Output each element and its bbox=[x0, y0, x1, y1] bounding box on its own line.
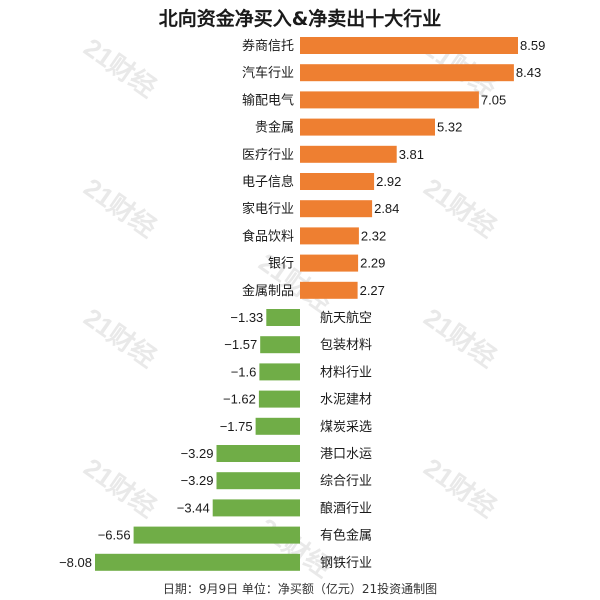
category-label: 综合行业 bbox=[320, 474, 372, 489]
value-label: 5.32 bbox=[437, 120, 462, 135]
category-label: 贵金属 bbox=[255, 120, 294, 136]
category-label: 医疗行业 bbox=[242, 148, 294, 163]
value-label: 2.32 bbox=[361, 228, 386, 243]
category-label: 有色金属 bbox=[320, 528, 372, 544]
category-label: 电子信息 bbox=[242, 174, 294, 190]
watermark-text: 21财经 bbox=[78, 452, 161, 523]
watermark-text: 21财经 bbox=[418, 452, 501, 523]
category-label: 煤炭采选 bbox=[320, 420, 372, 435]
category-label: 输配电气 bbox=[242, 92, 294, 108]
category-label: 券商信托 bbox=[242, 38, 294, 54]
value-label: −8.08 bbox=[59, 555, 92, 570]
watermark-text: 21财经 bbox=[418, 172, 501, 243]
value-label: 8.43 bbox=[516, 65, 541, 80]
watermark-text: 21财经 bbox=[78, 302, 161, 373]
category-label: 金属制品 bbox=[242, 283, 294, 299]
category-label: 酿酒行业 bbox=[320, 500, 372, 516]
category-label: 包装材料 bbox=[320, 338, 372, 353]
value-label: −1.33 bbox=[230, 310, 263, 325]
value-label: 2.92 bbox=[376, 174, 401, 189]
bar bbox=[300, 254, 359, 272]
bar bbox=[259, 363, 300, 381]
category-label: 水泥建材 bbox=[320, 393, 372, 408]
bar bbox=[95, 553, 300, 571]
category-label: 钢铁行业 bbox=[320, 556, 372, 571]
chart-footer: 日期：9月9日 单位：净买额（亿元）21投资通制图 bbox=[162, 582, 438, 596]
value-label: −1.6 bbox=[231, 364, 257, 379]
bar bbox=[300, 173, 375, 190]
category-label: 汽车行业 bbox=[242, 65, 294, 81]
value-label: 3.81 bbox=[399, 147, 424, 162]
bar bbox=[300, 281, 358, 299]
bar bbox=[266, 309, 300, 326]
watermark-text: 21财经 bbox=[418, 302, 501, 373]
bar bbox=[258, 390, 300, 408]
category-label: 港口水运 bbox=[320, 447, 372, 462]
category-label: 食品饮料 bbox=[242, 228, 294, 244]
watermark-text: 21财经 bbox=[253, 512, 336, 583]
bar bbox=[300, 200, 373, 218]
bar bbox=[212, 499, 300, 517]
bar bbox=[216, 445, 300, 462]
bar bbox=[255, 417, 300, 435]
value-label: −3.29 bbox=[181, 473, 214, 488]
category-label: 航天航空 bbox=[320, 310, 372, 326]
bar bbox=[300, 37, 518, 54]
chart-title: 北向资金净买入&净卖出十大行业 bbox=[158, 8, 442, 30]
value-label: 2.84 bbox=[374, 201, 399, 216]
value-label: −1.57 bbox=[224, 337, 257, 352]
value-label: −3.29 bbox=[181, 446, 214, 461]
value-label: 2.27 bbox=[360, 283, 385, 298]
value-label: 2.29 bbox=[360, 256, 385, 271]
value-label: 8.59 bbox=[520, 38, 545, 53]
bar bbox=[300, 64, 514, 82]
watermark-text: 21财经 bbox=[78, 32, 161, 103]
value-label: −6.56 bbox=[98, 528, 131, 543]
bar bbox=[300, 118, 435, 136]
category-label: 银行 bbox=[268, 257, 294, 272]
bar bbox=[300, 227, 359, 245]
value-label: 7.05 bbox=[481, 92, 506, 107]
bar bbox=[300, 145, 397, 163]
watermark-text: 21财经 bbox=[78, 172, 161, 243]
category-label: 家电行业 bbox=[242, 201, 294, 217]
category-label: 材料行业 bbox=[320, 365, 372, 380]
bar bbox=[216, 472, 300, 490]
value-label: −1.62 bbox=[223, 392, 256, 407]
value-label: −1.75 bbox=[220, 419, 253, 434]
bar bbox=[133, 526, 300, 544]
value-label: −3.44 bbox=[177, 500, 210, 515]
bars-layer: 券商信托 8.59 汽车行业 8.43 输配电气 7.05 贵金属 5.32 医疗行业 3.81 电… bbox=[59, 37, 545, 571]
bar bbox=[260, 336, 300, 354]
bar bbox=[300, 91, 479, 109]
